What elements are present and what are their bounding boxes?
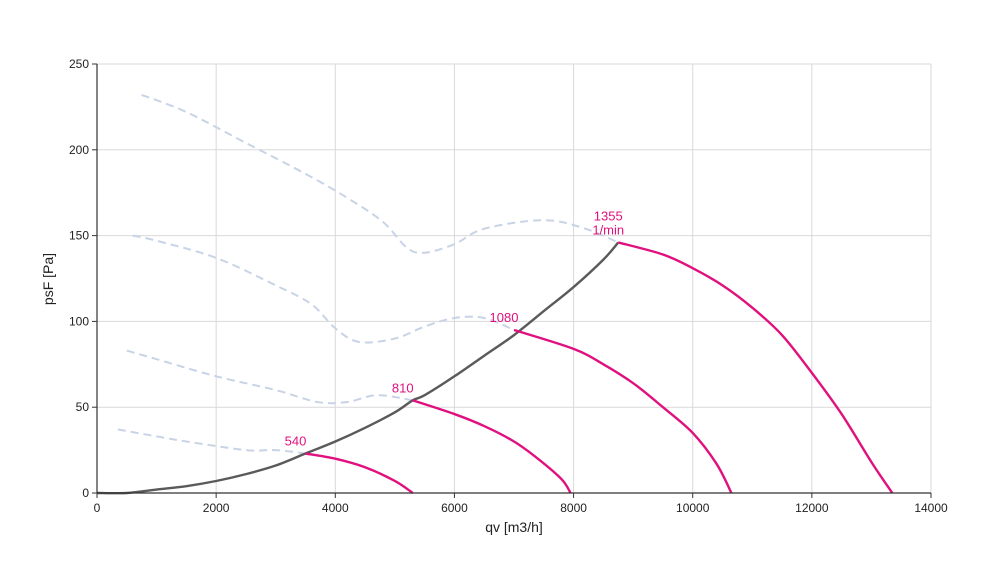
- tick-labels: 0 2000 4000 6000 8000 10000 12000 14000 0 50 100 15…: [69, 57, 948, 515]
- x-tick-label: 8000: [560, 501, 587, 515]
- speed-curve: [617, 241, 894, 494]
- speed-curve-label: 810: [392, 380, 414, 395]
- grid-lines: [96, 63, 932, 494]
- y-tick-label: 100: [69, 314, 89, 328]
- x-tick-label: 12000: [795, 501, 829, 515]
- speed-curve-label-line: 1/min: [592, 222, 624, 237]
- x-axis-title: qv [m3/h]: [485, 519, 543, 535]
- extension-curve: [141, 93, 619, 254]
- extension-curves: [117, 93, 619, 455]
- x-tick-label: 6000: [441, 501, 468, 515]
- x-tick-label: 10000: [676, 501, 710, 515]
- y-tick-label: 50: [76, 400, 90, 414]
- speed-curve-label-line: 1355: [594, 208, 623, 223]
- x-tick-label: 4000: [322, 501, 349, 515]
- speed-curve-label: 540: [285, 434, 307, 449]
- system-curves: [96, 241, 620, 495]
- x-tick-label: 2000: [203, 501, 230, 515]
- speed-curve-label-line: 1080: [490, 310, 519, 325]
- speed-curve: [305, 452, 414, 494]
- extension-curve: [126, 349, 413, 405]
- y-tick-label: 200: [69, 143, 89, 157]
- speed-curves: [305, 241, 894, 494]
- y-tick-label: 0: [82, 486, 89, 500]
- speed-curve-label: 1355 1/min: [592, 208, 624, 237]
- curve-labels: 540 810 1080 1355 1/min: [285, 208, 625, 448]
- system-curve: [96, 241, 620, 495]
- speed-curve-label-line: 810: [392, 380, 414, 395]
- x-tick-label: 14000: [914, 501, 948, 515]
- axes: [92, 63, 932, 498]
- y-tick-label: 150: [69, 229, 89, 243]
- y-axis-title: psF [Pa]: [40, 253, 56, 305]
- speed-curve: [513, 328, 733, 494]
- extension-curve: [132, 234, 515, 344]
- speed-curve-label-line: 540: [285, 434, 307, 449]
- x-tick-label: 0: [94, 501, 101, 515]
- extension-curve: [117, 428, 306, 455]
- speed-curve: [412, 399, 572, 494]
- y-tick-label: 250: [69, 57, 89, 71]
- speed-curve-label: 1080: [490, 310, 519, 325]
